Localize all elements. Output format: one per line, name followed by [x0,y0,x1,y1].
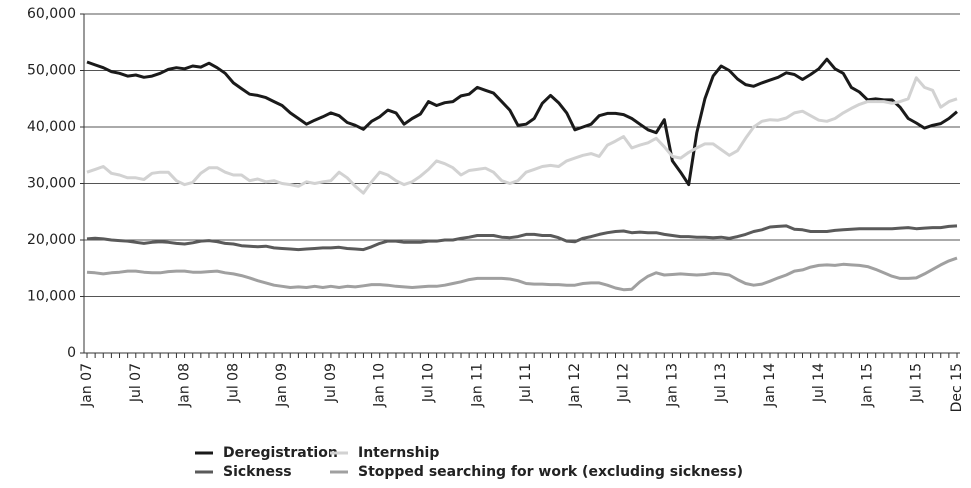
x-tick-label: Jan 13 [664,363,680,408]
x-tick-label: Jan 12 [567,363,583,408]
x-tick-label: Jul 09 [323,363,339,403]
series-line [86,224,958,252]
x-tick-label: Dec 15 [949,363,965,412]
legend-label: Deregistration [223,445,338,461]
series-line [86,76,958,195]
x-tick-label: Jul 15 [908,363,924,403]
series-line [86,57,958,187]
x-tick-label: Jul 11 [518,363,534,403]
x-tick-label: Jul 13 [713,363,729,403]
x-tick-label: Jan 07 [79,363,95,408]
y-tick-label: 30,000 [27,176,76,192]
x-tick-label: Jan 15 [860,363,876,408]
x-tick-label: Jan 08 [177,363,193,408]
x-tick-label: Jul 08 [225,363,241,403]
y-tick-label: 50,000 [27,63,76,79]
x-tick-label: Jan 10 [372,363,388,408]
x-tick-label: Jul 07 [128,363,144,403]
x-tick-label: Jan 14 [762,363,778,408]
x-tick-label: Jan 09 [274,363,290,408]
x-tick-label: Jul 12 [616,363,632,403]
x-tick-label: Jan 11 [469,363,485,408]
x-tick-label: Jul 10 [420,363,436,403]
y-tick-label: 60,000 [27,6,76,22]
x-tick-label: Jul 14 [811,363,827,403]
series-line [86,256,958,292]
y-tick-label: 20,000 [27,232,76,248]
y-tick-label: 40,000 [27,119,76,135]
y-tick-label: 0 [67,345,76,361]
legend-label: Sickness [223,464,292,480]
y-tick-label: 10,000 [27,289,76,305]
legend-label: Internship [358,445,439,461]
legend-label: Stopped searching for work (excluding si… [358,464,743,480]
